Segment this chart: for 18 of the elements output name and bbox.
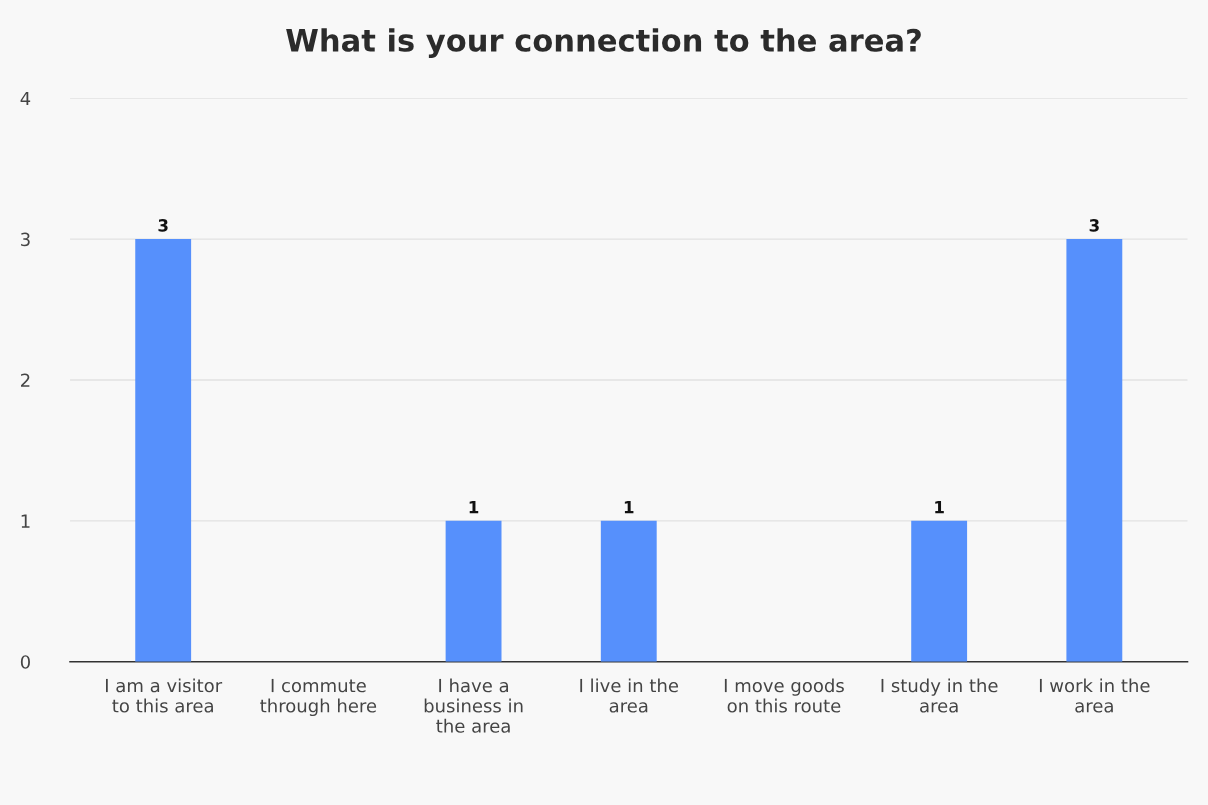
- data-label: 1: [469, 501, 479, 514]
- x-tick-label: I have a business in the area: [424, 678, 523, 733]
- x-tick-label: I live in the area: [580, 678, 679, 713]
- y-tick-label: 2: [21, 373, 30, 387]
- data-label: 1: [624, 501, 634, 514]
- y-tick-label: 3: [21, 232, 30, 247]
- chart-title: What is your connection to the area?: [286, 28, 921, 58]
- y-tick-label: 1: [21, 514, 30, 528]
- y-tick-label: 0: [20, 655, 30, 669]
- x-tick-label: I study in the area: [881, 678, 998, 713]
- data-label: 1: [935, 501, 944, 514]
- x-tick-label: I move goods on this route: [724, 678, 844, 713]
- x-tick-label: I am a visitor to this area: [105, 678, 223, 713]
- x-tick-label: I commute through here: [260, 678, 377, 717]
- data-label: 3: [158, 219, 168, 232]
- data-label: 3: [1089, 219, 1099, 232]
- y-tick-label: 4: [20, 91, 31, 106]
- x-tick-label: I work in the area: [1039, 678, 1150, 713]
